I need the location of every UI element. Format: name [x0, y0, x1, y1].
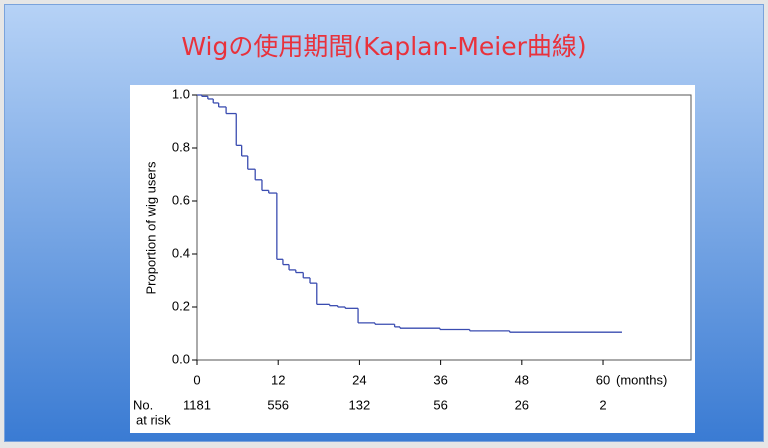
x-tick-label: 24: [352, 372, 366, 387]
at-risk-count: 556: [267, 397, 289, 412]
x-axis-label: (months): [616, 372, 667, 387]
y-tick-label: 0.8: [172, 139, 190, 154]
y-tick-label: 1.0: [172, 86, 190, 101]
y-axis-label: Proportion of wig users: [143, 161, 158, 294]
at-risk-count: 26: [515, 397, 529, 412]
chart-panel: [130, 85, 695, 433]
y-tick-label: 0.2: [172, 298, 190, 313]
y-tick-label: 0.4: [172, 245, 190, 260]
at-risk-count: 56: [433, 397, 447, 412]
y-tick-label: 0.0: [172, 351, 190, 366]
y-tick-label: 0.6: [172, 192, 190, 207]
x-tick-label: 12: [271, 372, 285, 387]
at-risk-label: at risk: [136, 412, 171, 427]
at-risk-count: 1181: [183, 397, 211, 412]
x-tick-label: 0: [193, 372, 200, 387]
at-risk-label: No.: [133, 397, 153, 412]
x-tick-label: 60: [596, 372, 610, 387]
x-tick-label: 36: [433, 372, 447, 387]
slide-title: Wigの使用期間(Kaplan-Meier曲線): [181, 32, 587, 61]
at-risk-count: 2: [599, 397, 606, 412]
at-risk-count: 132: [349, 397, 371, 412]
plot-frame: [196, 94, 692, 361]
x-tick-label: 48: [515, 372, 529, 387]
